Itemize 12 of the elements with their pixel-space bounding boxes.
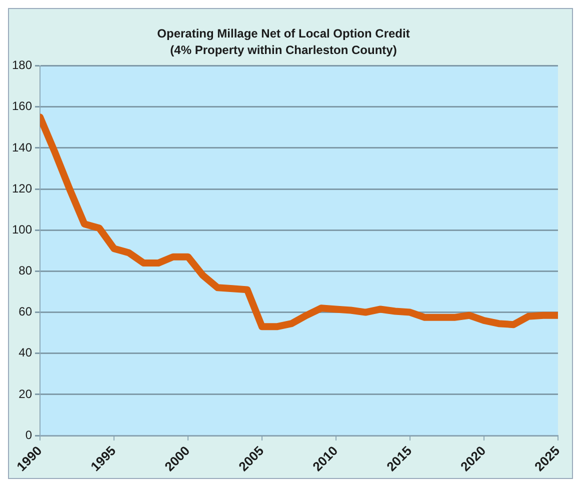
chart-subtitle: (4% Property within Charleston County) xyxy=(170,42,397,57)
y-tick-label: 60 xyxy=(18,304,32,319)
y-tick-label: 140 xyxy=(12,140,32,154)
y-tick-label: 0 xyxy=(25,428,32,442)
y-tick-label: 120 xyxy=(12,181,32,196)
y-tick-label: 100 xyxy=(12,222,32,236)
y-tick-label: 40 xyxy=(18,346,32,360)
y-tick-label: 160 xyxy=(12,99,32,114)
y-tick-label: 80 xyxy=(18,264,32,278)
chart-title: Operating Millage Net of Local Option Credit xyxy=(157,26,410,41)
y-tick-label: 20 xyxy=(18,386,32,401)
y-tick-label: 180 xyxy=(12,58,32,72)
